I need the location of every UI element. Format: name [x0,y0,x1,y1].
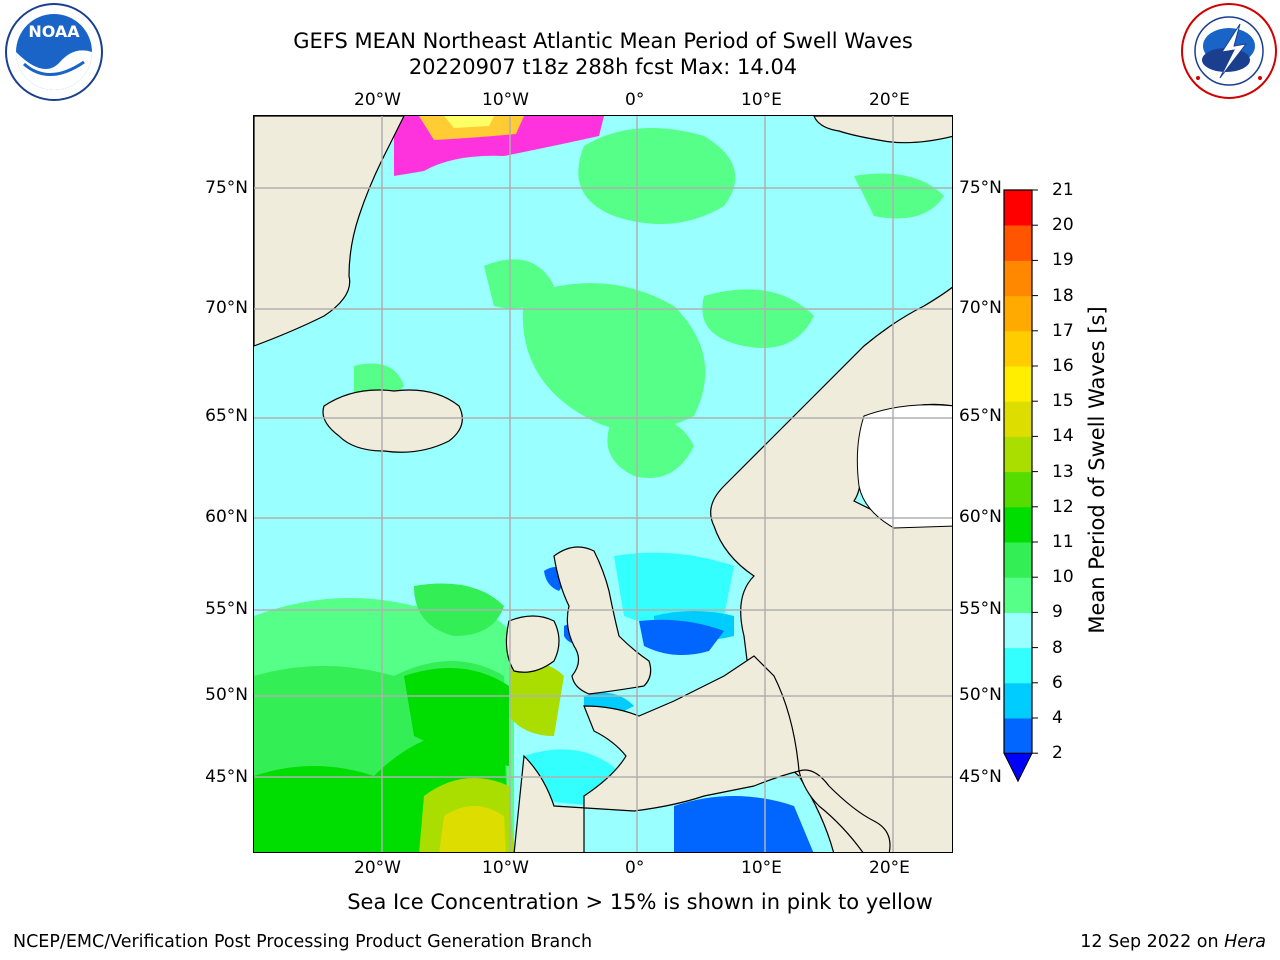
colorbar-svg [1003,189,1038,783]
colorbar-tick-label: 18 [1052,285,1074,306]
colorbar-tick-label: 15 [1052,391,1074,412]
period-14-patch [439,806,506,852]
colorbar-tick-label: 8 [1052,637,1063,658]
lon-label-top-0: 0° [625,90,645,110]
colorbar-segment [1004,436,1032,473]
chart-title-line1: GEFS MEAN Northeast Atlantic Mean Period… [293,29,913,53]
nws-logo [1180,2,1278,100]
colorbar-tick-label: 19 [1052,250,1074,271]
lat-label-right-75n: 75°N [959,178,1002,198]
colorbar-segment [1004,401,1032,437]
colorbar-tick-label: 10 [1052,567,1074,588]
lon-label-bottom-0: 0° [625,858,645,878]
colorbar-ticks: 2 4 6 8 9 10 11 12 13 14 15 16 17 18 19 20 21 [1052,0,1092,960]
lat-label-left-50n: 50°N [205,685,248,705]
footer-left: NCEP/EMC/Verification Post Processing Pr… [13,932,593,952]
colorbar-segment [1004,471,1032,508]
ireland [505,615,560,673]
land-masses [254,116,952,852]
noaa-logo: NOAA [4,2,104,102]
colorbar-segment [1004,366,1032,402]
colorbar-segment [1004,506,1032,543]
colorbar-segment [1004,612,1032,649]
iceland [322,389,463,453]
colorbar-tick-label: 20 [1052,215,1074,236]
colorbar-segment [1004,577,1032,613]
lat-label-left-45n: 45°N [205,767,248,787]
lon-label-top-20w: 20°W [354,90,401,110]
colorbar-tick-label: 12 [1052,496,1074,517]
lat-label-right-45n: 45°N [959,767,1002,787]
lon-label-bottom-20e: 20°E [869,858,910,878]
colorbar-tick-label: 14 [1052,426,1074,447]
sea-ice-area [394,116,604,176]
lon-label-top-20e: 20°E [869,90,910,110]
colorbar-tick-label: 13 [1052,461,1074,482]
colorbar-tick-label: 16 [1052,356,1074,376]
footer-date: 12 Sep 2022 on [1080,932,1225,952]
map-panel [253,115,953,853]
lat-label-right-70n: 70°N [959,298,1002,318]
lon-label-top-10e: 10°E [741,90,782,110]
colorbar-segment [1004,225,1032,261]
footer-right: 12 Sep 2022 on Hera [1080,932,1266,952]
colorbar [1000,186,1048,786]
lat-label-left-75n: 75°N [205,178,248,198]
great-britain [553,546,652,695]
colorbar-segment-top [1004,190,1032,226]
lat-label-right-65n: 65°N [959,406,1002,426]
colorbar-tick-label: 11 [1052,532,1074,552]
lon-label-bottom-20w: 20°W [354,858,401,878]
lat-label-left-65n: 65°N [205,406,248,426]
lat-label-left-60n: 60°N [205,507,248,527]
colorbar-tick-label: 9 [1052,602,1063,623]
lat-label-left-70n: 70°N [205,298,248,318]
colorbar-segment [1004,542,1032,578]
lat-label-right-50n: 50°N [959,685,1002,705]
lat-label-right-60n: 60°N [959,507,1002,527]
western-europe [513,655,800,852]
italy [798,769,891,852]
footer-machine: Hera [1224,932,1266,952]
colorbar-tick-label: 6 [1052,672,1063,693]
noaa-logo-text: NOAA [28,22,80,41]
colorbar-segment [1004,295,1032,332]
colorbar-tick-label: 2 [1052,743,1063,764]
colorbar-segment [1004,718,1032,754]
lon-label-top-10w: 10°W [482,90,529,110]
colorbar-segment [1004,260,1032,297]
lat-label-left-55n: 55°N [205,599,248,619]
graticule [254,116,952,852]
colorbar-label-text: Mean Period of Swell Waves [s] [1085,306,1109,634]
sea-ice-note: Sea Ice Concentration > 15% is shown in … [347,890,933,914]
greenland [254,116,405,347]
colorbar-segment [1004,682,1032,719]
lat-label-right-55n: 55°N [959,599,1002,619]
colorbar-tick-label: 4 [1052,708,1063,728]
lon-label-bottom-10e: 10°E [741,858,782,878]
colorbar-tick-label: 17 [1052,320,1074,341]
colorbar-tick-label: 21 [1052,180,1074,200]
lon-label-bottom-10w: 10°W [482,858,529,878]
finland-blank [856,404,952,529]
svalbard [813,116,952,144]
colorbar-under-triangle [1003,752,1033,783]
colorbar-segment [1004,647,1032,684]
colorbar-segment [1004,330,1032,367]
chart-title-line2: 20220907 t18z 288h fcst Max: 14.04 [408,55,798,79]
map-svg [254,116,952,852]
